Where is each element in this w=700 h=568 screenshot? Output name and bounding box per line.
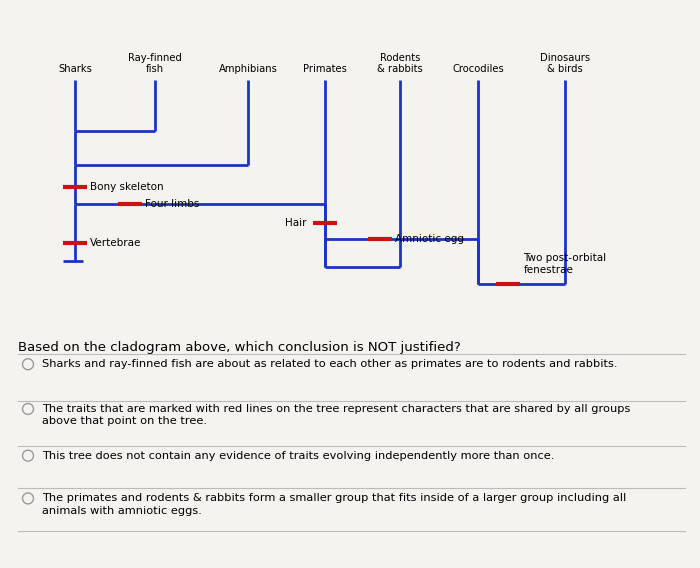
Text: Amphibians: Amphibians <box>218 64 277 74</box>
Text: Dinosaurs
& birds: Dinosaurs & birds <box>540 53 590 74</box>
Text: Vertebrae: Vertebrae <box>90 238 141 248</box>
Text: The traits that are marked with red lines on the tree represent characters that : The traits that are marked with red line… <box>42 404 631 427</box>
Text: Sharks: Sharks <box>58 64 92 74</box>
Text: Ray-finned
fish: Ray-finned fish <box>128 53 182 74</box>
Text: Crocodiles: Crocodiles <box>452 64 504 74</box>
Text: Two post-orbital
fenestrae: Two post-orbital fenestrae <box>524 253 607 275</box>
Text: This tree does not contain any evidence of traits evolving independently more th: This tree does not contain any evidence … <box>42 451 554 461</box>
Text: Hair: Hair <box>286 218 307 228</box>
Text: Bony skeleton: Bony skeleton <box>90 182 164 191</box>
Text: Rodents
& rabbits: Rodents & rabbits <box>377 53 423 74</box>
Text: Primates: Primates <box>303 64 347 74</box>
Text: Four limbs: Four limbs <box>145 199 200 210</box>
Text: Based on the cladogram above, which conclusion is NOT justified?: Based on the cladogram above, which conc… <box>18 341 461 354</box>
Text: The primates and rodents & rabbits form a smaller group that fits inside of a la: The primates and rodents & rabbits form … <box>42 494 626 516</box>
Text: Sharks and ray-finned fish are about as related to each other as primates are to: Sharks and ray-finned fish are about as … <box>42 359 617 369</box>
Text: Amniotic egg: Amniotic egg <box>395 233 464 244</box>
